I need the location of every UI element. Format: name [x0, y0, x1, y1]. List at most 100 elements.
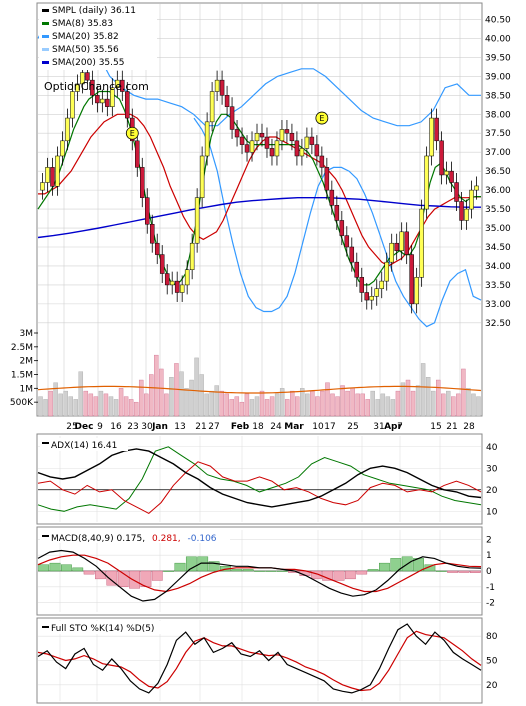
- macd-hist-bar: [242, 569, 254, 572]
- candle-body: [115, 79, 120, 88]
- legend-swatch: [42, 35, 49, 38]
- volume-bar: [118, 388, 124, 417]
- volume-bar: [259, 390, 265, 417]
- candle-body: [159, 254, 165, 274]
- macd-hist-bar: [106, 570, 118, 586]
- earnings-marker: [315, 111, 329, 125]
- candle-body: [254, 132, 260, 142]
- candle-body: [339, 220, 345, 236]
- volume-bar: [254, 396, 260, 417]
- candle-body: [239, 136, 245, 145]
- candle-body: [184, 269, 190, 286]
- volume-bar: [108, 396, 114, 417]
- volume-bar: [315, 396, 320, 417]
- adx-panel: 40 30 20 10 ADX(14) 16.41: [36, 433, 498, 525]
- macd-hist-bar: [129, 570, 140, 589]
- candle-body: [354, 261, 360, 278]
- candle-body: [444, 170, 449, 176]
- candle-body: [454, 182, 459, 202]
- bollinger-lower-line: [193, 117, 482, 328]
- candle-body: [65, 117, 70, 142]
- candle-body: [414, 277, 419, 305]
- candle-body: [229, 106, 235, 130]
- price-tick-label: 33.00: [485, 300, 511, 310]
- volume-tick-label: 1.5M: [11, 371, 33, 381]
- volume-bar: [279, 388, 285, 417]
- legend-label: SMA(200) 35.55: [52, 58, 124, 68]
- macd-hist-bar: [61, 564, 72, 572]
- candle-body: [164, 273, 170, 286]
- price-panel-frame: [36, 2, 483, 417]
- macd-hist-bar: [174, 562, 186, 572]
- candle-body: [474, 185, 479, 191]
- volume-bar: [410, 390, 416, 417]
- adx-axis: 40 30 20 10: [486, 443, 498, 518]
- bollinger-upper-line: [37, 7, 481, 127]
- price-tick-label: 34.00: [485, 262, 511, 272]
- candle-body: [80, 72, 85, 85]
- macd-hist-bar: [458, 570, 470, 573]
- price-candles: [40, 63, 479, 314]
- macd-hist-bar: [83, 570, 95, 575]
- candle-body: [224, 95, 230, 107]
- macd-hist-bar: [254, 570, 265, 572]
- macd-hist-bar: [197, 556, 209, 572]
- volume-bar: [446, 390, 451, 417]
- candle-body: [149, 223, 155, 244]
- volume-tick-label: 2M: [20, 357, 34, 367]
- candle-body: [344, 235, 350, 248]
- volume-bar: [295, 396, 300, 417]
- candle-body: [449, 170, 454, 183]
- macd-panel: 2 1 0 -1 -2 MACD(8,40,9) 0.175, 0.281, -0.10…: [36, 526, 495, 616]
- volume-bar: [88, 393, 94, 417]
- candle-body: [204, 121, 210, 157]
- price-tick-label: 38.00: [485, 110, 511, 120]
- date-label: 27: [208, 422, 219, 432]
- candle-body: [319, 155, 325, 168]
- volume-bar: [93, 396, 99, 417]
- sto-legend: Full STO %K(14) %D(5): [51, 624, 154, 634]
- volume-bar: [290, 390, 295, 417]
- candle-body: [334, 205, 340, 221]
- price-tick-label: 40.00: [485, 34, 511, 44]
- volume-bar: [360, 393, 365, 417]
- volume-bar: [350, 388, 355, 417]
- volume-bar: [154, 354, 159, 417]
- earnings-marker-label: E: [130, 129, 135, 138]
- candle-body: [364, 292, 370, 301]
- date-label: 18: [252, 422, 264, 432]
- date-label: 30: [141, 422, 153, 432]
- candle-body: [244, 144, 250, 153]
- candle-body: [369, 296, 374, 301]
- legend-label: SMA(8) 35.83: [52, 19, 113, 29]
- volume-bar: [78, 371, 84, 417]
- earnings-marker: [125, 126, 139, 140]
- candle-body: [40, 182, 45, 191]
- date-label: 25: [347, 422, 358, 432]
- candle-body: [169, 280, 175, 286]
- date-label: 10: [312, 422, 324, 432]
- adx-legend: ADX(14) 16.41: [51, 441, 117, 451]
- volume-bar: [264, 399, 270, 417]
- sto-d-line: [37, 630, 482, 692]
- tick-label: 30: [486, 464, 498, 474]
- price-tick-label: 32.50: [485, 319, 511, 329]
- volume-bar: [199, 374, 204, 417]
- date-label: 31: [373, 422, 384, 432]
- date-label: 21: [195, 422, 206, 432]
- date-label: 23: [127, 422, 138, 432]
- sto-panel: 80 50 20 Full STO %K(14) %D(5): [36, 617, 498, 704]
- candle-body: [314, 144, 320, 157]
- candle-body: [90, 79, 95, 96]
- volume-bar: [98, 390, 104, 417]
- candle-body: [135, 140, 140, 168]
- candle-body: [389, 242, 394, 263]
- candle-body: [219, 79, 225, 96]
- earnings-markers: EE: [125, 111, 329, 140]
- macd-hist-bar: [185, 556, 197, 572]
- earnings-marker-label: E: [319, 114, 324, 123]
- date-label: 9: [97, 422, 103, 432]
- candle-body: [309, 136, 315, 145]
- volume-bar: [375, 399, 381, 417]
- date-label: Mar: [284, 422, 304, 432]
